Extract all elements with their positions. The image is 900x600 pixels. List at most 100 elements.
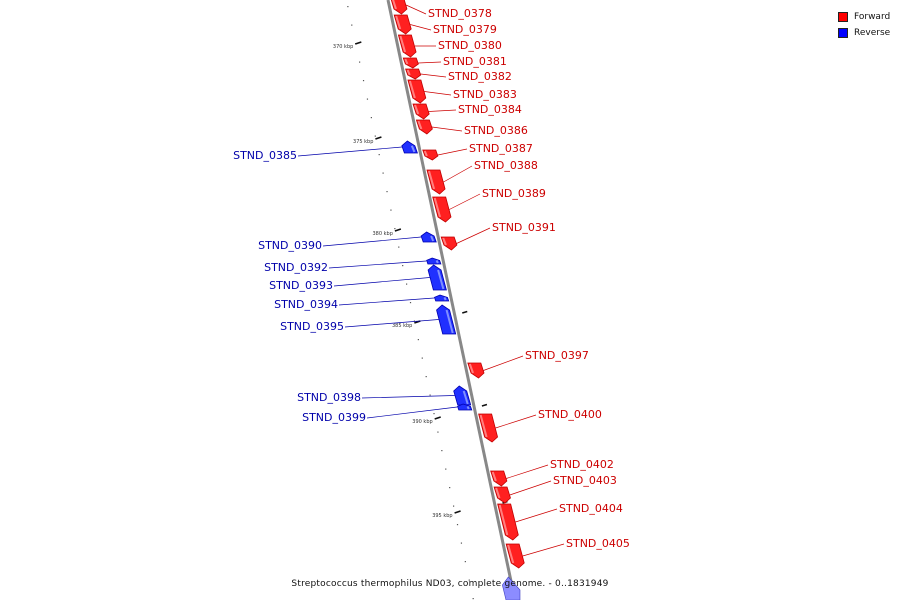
gene-label: STND_0398 — [297, 391, 361, 404]
gene-feature-stnd-0393 — [427, 264, 447, 291]
minor-tick-dot — [366, 98, 369, 100]
gene-feature-stnd-0384 — [412, 103, 430, 120]
minor-tick-dot — [464, 561, 466, 563]
tick-label: 380 kbp — [373, 231, 393, 237]
gene-arrow — [493, 486, 511, 504]
reverse-swatch — [838, 27, 848, 38]
gene-label: STND_0403 — [553, 474, 617, 487]
major-tick-mark — [454, 510, 461, 514]
gene-connector — [361, 395, 455, 399]
gene-arrow-highlight — [462, 390, 469, 405]
gene-connector — [431, 126, 463, 132]
forward-swatch — [838, 11, 848, 22]
minor-tick-dot — [445, 468, 447, 470]
gene-arrow — [422, 149, 439, 161]
gene-arrow — [467, 362, 485, 379]
gene-label: STND_0389 — [482, 187, 546, 200]
gene-feature-stnd-0397 — [467, 362, 485, 379]
gene-arrow-highlight — [437, 269, 445, 290]
gene-feature-stnd-0385 — [401, 140, 418, 154]
gene-label: STND_0397 — [525, 349, 589, 362]
gene-label: STND_0402 — [550, 458, 614, 471]
gene-label: STND_0383 — [453, 88, 517, 101]
gene-feature-stnd-0383 — [407, 79, 427, 104]
gene-arrow-highlight — [408, 80, 416, 99]
gene-connector — [322, 236, 422, 247]
gene-arrow — [393, 14, 412, 35]
gene-connector — [344, 319, 439, 328]
gene-arrow — [397, 34, 417, 58]
minor-tick-dot — [468, 579, 470, 581]
gene-arrow-highlight — [479, 414, 488, 438]
gene-connector — [443, 165, 473, 183]
gene-arrow-highlight — [404, 58, 409, 65]
gene-label: STND_0404 — [559, 502, 623, 515]
minor-tick-mark — [481, 403, 488, 407]
minor-tick-dot — [390, 209, 392, 211]
gene-label: STND_0379 — [433, 23, 497, 36]
gene-arrow — [426, 169, 446, 195]
minor-tick-dot — [429, 394, 431, 396]
gene-arrow-highlight — [399, 35, 407, 53]
gene-arrow-highlight — [392, 0, 397, 10]
minor-tick-dot — [460, 542, 463, 544]
gene-label: STND_0378 — [428, 7, 492, 20]
major-tick-mark — [434, 416, 441, 420]
minor-tick-dot — [452, 505, 455, 507]
legend-reverse: Reverse — [838, 25, 890, 40]
gene-connector — [424, 91, 452, 96]
gene-label: STND_0391 — [492, 221, 556, 234]
gene-connector — [495, 414, 537, 429]
genome-caption: Streptococcus thermophilus ND03, complet… — [291, 579, 609, 589]
minor-tick-dot — [437, 431, 439, 433]
gene-feature-partial — [502, 576, 521, 600]
gene-connector — [456, 227, 491, 244]
legend-forward: Forward — [838, 9, 890, 24]
gene-arrow-highlight — [414, 104, 420, 115]
minor-tick-dot — [359, 61, 361, 63]
gene-feature-stnd-0391 — [440, 236, 458, 251]
gene-feature-stnd-0403 — [493, 486, 511, 504]
major-tick-mark — [375, 136, 382, 140]
gene-arrow-highlight — [417, 120, 423, 130]
gene-feature-stnd-0392 — [426, 257, 442, 265]
gene-label: STND_0385 — [233, 149, 297, 162]
legend-reverse-label: Reverse — [854, 27, 891, 38]
gene-label: STND_0393 — [269, 279, 333, 292]
gene-label: STND_0388 — [474, 159, 538, 172]
gene-label: STND_0384 — [458, 103, 522, 116]
gene-arrow — [390, 0, 408, 15]
gene-feature-stnd-0389 — [432, 196, 452, 223]
minor-tick-dot — [378, 154, 380, 156]
major-tick-mark — [355, 41, 362, 45]
gene-arrow-highlight — [395, 15, 402, 30]
minor-tick-dot — [374, 135, 376, 137]
minor-tick-dots — [347, 6, 474, 600]
minor-tick-mark — [462, 310, 468, 314]
gene-feature-stnd-0394 — [433, 294, 450, 302]
gene-feature-stnd-0405 — [505, 543, 525, 569]
gene-label: STND_0386 — [464, 124, 528, 137]
minor-tick-dot — [421, 357, 423, 359]
gene-arrow-highlight — [443, 296, 447, 301]
gene-connector — [483, 355, 524, 371]
gene-label: STND_0394 — [274, 298, 338, 311]
gene-arrow — [432, 196, 452, 223]
minor-tick-dot — [351, 24, 353, 26]
gene-label: STND_0390 — [258, 239, 322, 252]
gene-arrow — [505, 543, 525, 569]
gene-connector — [418, 61, 442, 64]
gene-arrow — [490, 470, 508, 487]
gene-label: STND_0399 — [302, 411, 366, 424]
gene-arrow-highlight — [430, 235, 435, 242]
gene-connector — [428, 109, 457, 112]
gene-label: STND_0380 — [438, 39, 502, 52]
minor-tick-dot — [382, 172, 384, 174]
minor-tick-dot — [472, 598, 474, 600]
gene-arrow — [502, 576, 521, 600]
gene-connector — [297, 146, 403, 157]
gene-feature-stnd-0404 — [497, 503, 519, 541]
minor-tick-dot — [425, 376, 427, 378]
gene-connector — [420, 73, 447, 78]
gene-arrow-highlight — [468, 363, 474, 374]
